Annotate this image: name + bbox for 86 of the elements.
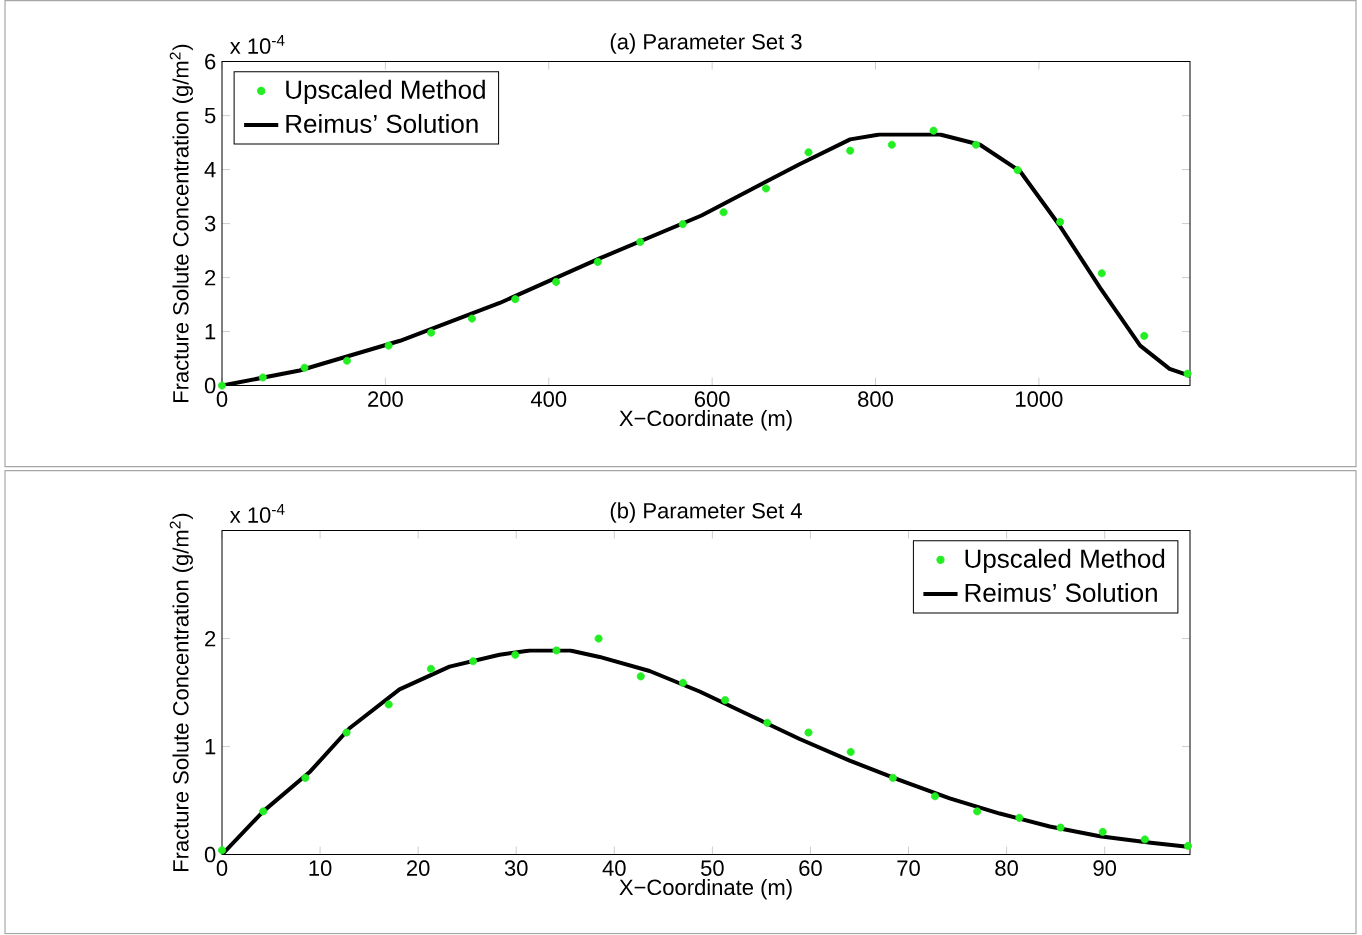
point xyxy=(1183,369,1192,378)
y-tick-label: 2 xyxy=(205,270,216,286)
point xyxy=(804,728,813,737)
point xyxy=(1184,842,1193,851)
point xyxy=(467,314,476,323)
point xyxy=(218,846,226,855)
y-tick-label: 0 xyxy=(204,847,216,863)
chart-title: (a) Parameter Set 3 xyxy=(610,33,802,55)
point xyxy=(1013,166,1022,175)
point xyxy=(301,774,310,783)
point xyxy=(1140,332,1149,341)
point xyxy=(763,719,772,728)
x-axis-title: X−Coordinate (m) xyxy=(619,410,792,431)
y-axis-title: Fracture Solute Concentration (g/m$^{2}$) xyxy=(169,44,193,403)
y-tick-label: 1 xyxy=(205,739,216,755)
x-tick-label: 400 xyxy=(530,391,567,408)
point xyxy=(973,807,982,816)
point xyxy=(1097,269,1106,278)
point xyxy=(218,381,226,390)
legend-label: Upscaled Method xyxy=(286,80,485,105)
y-axis-title: Fracture Solute Concentration (g/m$^{2}$) xyxy=(169,513,193,872)
point xyxy=(1056,218,1065,227)
legend-label: Reimus’ Solution xyxy=(965,583,1157,603)
point xyxy=(552,278,561,287)
point xyxy=(1140,835,1149,844)
x-tick-label: 70 xyxy=(897,860,920,877)
point xyxy=(552,646,561,655)
y-tick-label: 0 xyxy=(204,378,216,394)
point xyxy=(1098,828,1107,837)
y-tick-label: 5 xyxy=(204,108,216,124)
point xyxy=(719,208,728,217)
x-tick-label: 80 xyxy=(995,860,1018,877)
point xyxy=(762,184,771,193)
text: x 10$^{-4}$ xyxy=(229,35,285,55)
point xyxy=(846,146,855,155)
y-tick-label: 1 xyxy=(205,324,216,340)
point xyxy=(427,328,436,337)
legend-label: Upscaled Method xyxy=(965,549,1165,574)
point xyxy=(678,220,687,229)
y-tick-label: 3 xyxy=(204,216,216,232)
y-tick-label: 6 xyxy=(205,54,216,70)
point xyxy=(342,728,351,737)
point xyxy=(511,295,520,304)
x-tick-label: 600 xyxy=(694,391,730,408)
point xyxy=(636,238,645,247)
x-tick-label: 20 xyxy=(407,860,430,877)
point xyxy=(846,748,855,757)
point xyxy=(593,258,602,267)
point xyxy=(804,148,813,157)
point xyxy=(300,363,309,372)
point xyxy=(384,341,393,350)
point xyxy=(594,634,603,643)
point xyxy=(971,140,980,149)
point xyxy=(931,792,939,801)
point xyxy=(426,665,435,674)
point xyxy=(636,672,645,681)
point xyxy=(259,807,268,816)
x-tick-label: 50 xyxy=(701,860,724,877)
point xyxy=(678,679,687,688)
x-tick-label: 800 xyxy=(858,391,893,408)
point xyxy=(258,373,267,382)
point xyxy=(721,696,730,705)
y-tick-label: 4 xyxy=(204,162,216,178)
x-tick-label: 1000 xyxy=(1016,391,1063,408)
point xyxy=(511,650,520,659)
point xyxy=(469,657,478,666)
point xyxy=(887,140,896,149)
point xyxy=(384,700,393,709)
text: x 10$^{-4}$ xyxy=(229,504,285,524)
x-tick-label: 40 xyxy=(602,860,626,877)
chart-title: (b) Parameter Set 4 xyxy=(610,502,802,524)
point xyxy=(1056,823,1065,832)
point xyxy=(1015,814,1024,823)
point xyxy=(888,774,897,783)
x-tick-label: 0 xyxy=(216,860,228,877)
point xyxy=(929,126,938,135)
x-tick-label: 30 xyxy=(504,860,528,877)
x-tick-label: 200 xyxy=(368,391,403,408)
x-tick-label: 10 xyxy=(309,860,332,877)
y-tick-label: 2 xyxy=(205,631,216,647)
x-tick-label: 0 xyxy=(216,391,228,408)
point xyxy=(342,356,351,365)
x-tick-label: 60 xyxy=(799,860,822,877)
legend-label: Reimus’ Solution xyxy=(286,114,478,134)
x-axis-title: X−Coordinate (m) xyxy=(619,879,792,900)
x-tick-label: 90 xyxy=(1093,860,1117,877)
